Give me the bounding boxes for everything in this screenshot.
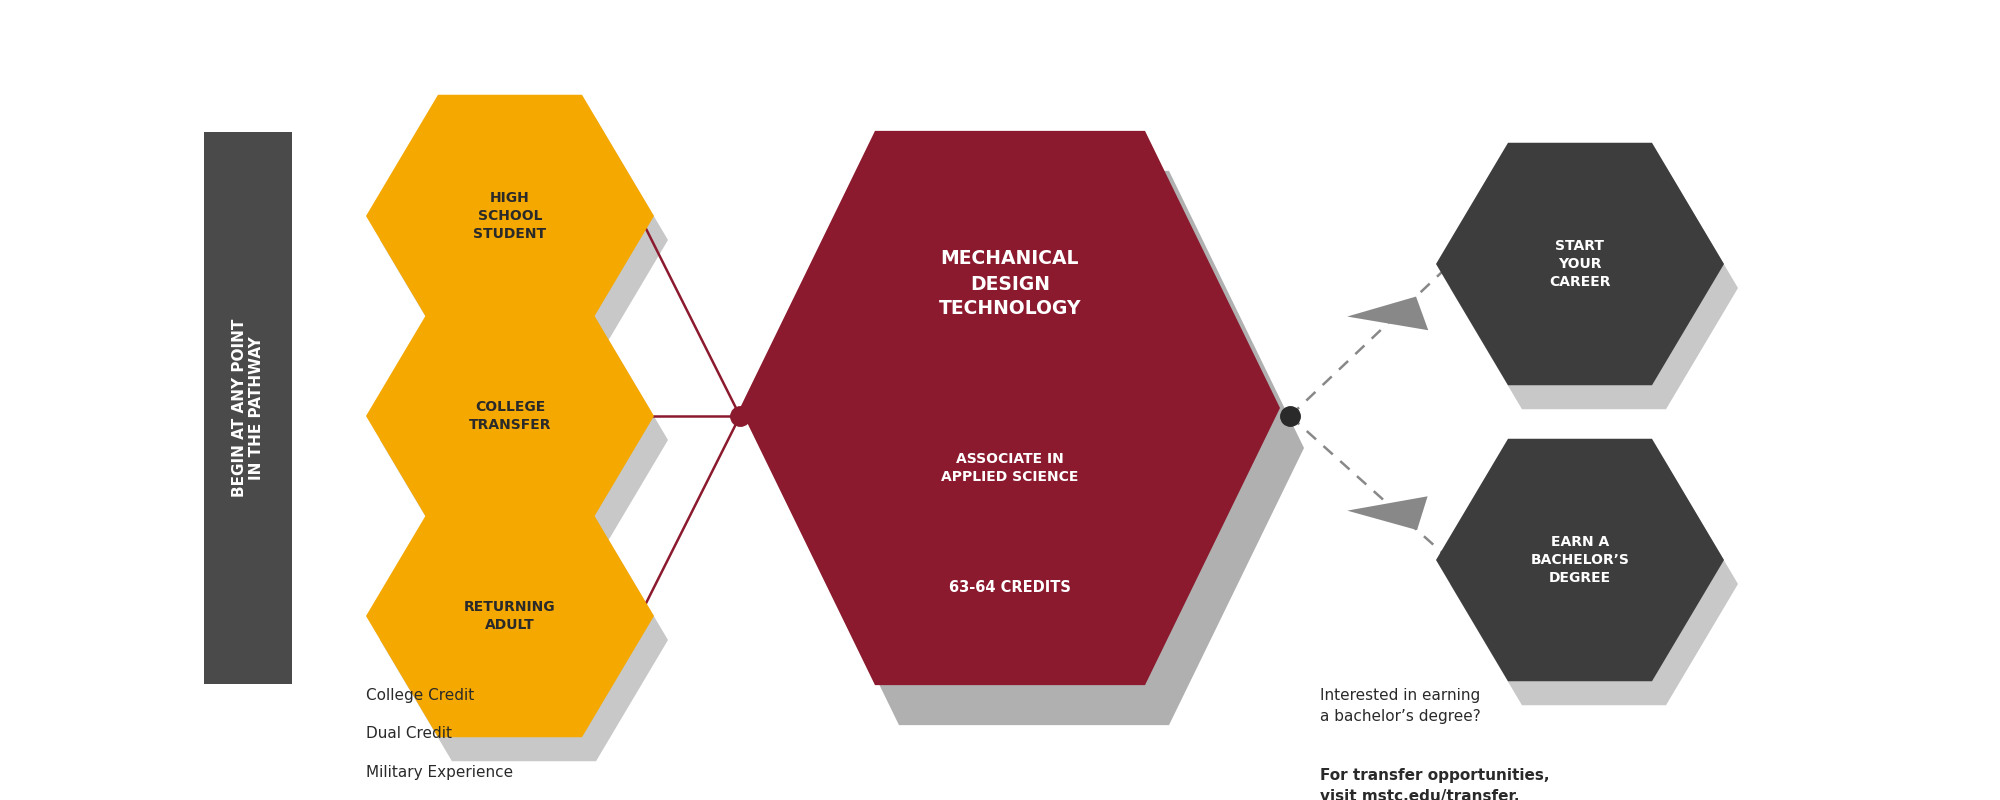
Text: 63-64 CREDITS: 63-64 CREDITS (950, 581, 1070, 595)
Polygon shape (1450, 166, 1738, 410)
Text: Military Experience: Military Experience (366, 765, 514, 780)
Text: START
YOUR
CAREER: START YOUR CAREER (1550, 239, 1610, 289)
Text: RETURNING
ADULT: RETURNING ADULT (464, 600, 556, 632)
Polygon shape (1436, 438, 1724, 682)
Text: ASSOCIATE IN
APPLIED SCIENCE: ASSOCIATE IN APPLIED SCIENCE (942, 452, 1078, 484)
Polygon shape (366, 494, 654, 738)
Polygon shape (380, 318, 668, 562)
Text: BEGIN AT ANY POINT
IN THE PATHWAY: BEGIN AT ANY POINT IN THE PATHWAY (232, 319, 264, 497)
Polygon shape (380, 518, 668, 762)
Polygon shape (1450, 462, 1738, 706)
Polygon shape (740, 131, 1280, 685)
Text: COLLEGE
TRANSFER: COLLEGE TRANSFER (468, 400, 552, 432)
Polygon shape (1348, 297, 1428, 330)
Text: For transfer opportunities,
visit mstc.edu/transfer.: For transfer opportunities, visit mstc.e… (1320, 768, 1550, 800)
Text: EARN A
BACHELOR’S
DEGREE: EARN A BACHELOR’S DEGREE (1530, 535, 1630, 585)
Polygon shape (1348, 496, 1428, 530)
Text: MECHANICAL
DESIGN
TECHNOLOGY: MECHANICAL DESIGN TECHNOLOGY (938, 250, 1082, 318)
Polygon shape (380, 118, 668, 362)
Polygon shape (366, 294, 654, 538)
Text: Interested in earning
a bachelor’s degree?: Interested in earning a bachelor’s degre… (1320, 688, 1480, 724)
Polygon shape (366, 94, 654, 338)
Text: College Credit: College Credit (366, 688, 474, 703)
Polygon shape (764, 171, 1304, 725)
Polygon shape (1436, 142, 1724, 386)
Text: Dual Credit: Dual Credit (366, 726, 452, 742)
Text: HIGH
SCHOOL
STUDENT: HIGH SCHOOL STUDENT (474, 191, 546, 241)
FancyBboxPatch shape (204, 132, 292, 684)
